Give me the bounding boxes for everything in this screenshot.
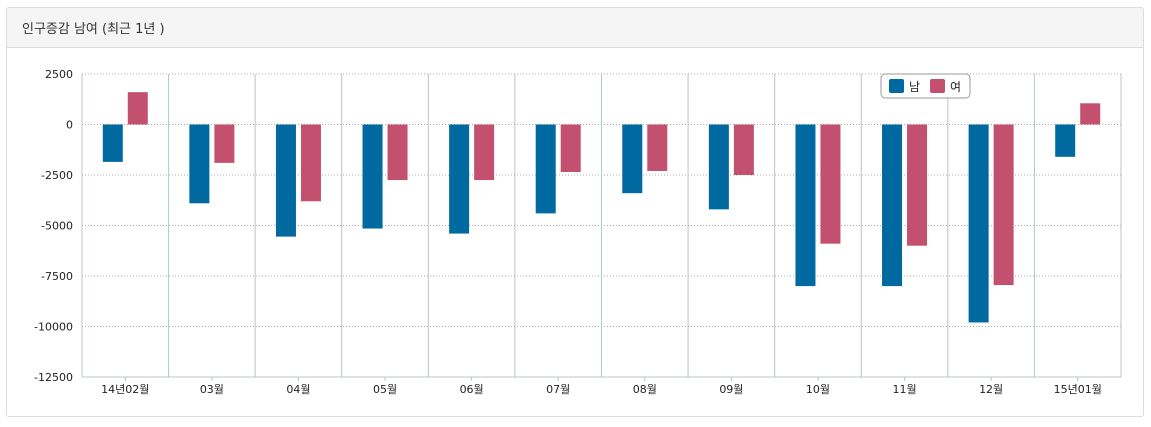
bar-female[interactable]: [733, 124, 754, 176]
y-tick-label: 2500: [45, 68, 73, 81]
bar-male[interactable]: [968, 124, 989, 323]
bar-female[interactable]: [127, 92, 148, 125]
x-tick-label: 04월: [286, 383, 310, 396]
bar-male[interactable]: [795, 124, 816, 287]
x-tick-label: 12월: [979, 383, 1003, 396]
bar-male[interactable]: [362, 124, 383, 229]
bar-female[interactable]: [647, 124, 668, 171]
y-tick-label: -5000: [41, 220, 73, 233]
legend-label: 여: [950, 80, 961, 94]
y-tick-label: -10000: [34, 321, 73, 334]
bar-male[interactable]: [1055, 124, 1076, 157]
bar-female[interactable]: [820, 124, 841, 244]
panel-heading: 인구증감 남여 (최근 1년 ): [7, 8, 1143, 48]
bar-female[interactable]: [300, 124, 321, 202]
x-tick-label: 07월: [546, 383, 570, 396]
panel-title: 인구증감 남여 (최근 1년 ): [22, 22, 165, 37]
y-tick-label: -7500: [41, 270, 73, 283]
x-tick-label: 03월: [200, 383, 224, 396]
legend-swatch: [930, 79, 945, 93]
bar-male[interactable]: [189, 124, 210, 204]
x-tick-label: 06월: [460, 383, 484, 396]
x-tick-label: 11월: [892, 383, 916, 396]
bar-female[interactable]: [474, 124, 495, 181]
y-tick-label: -12500: [34, 371, 73, 384]
bar-male[interactable]: [622, 124, 643, 194]
x-tick-label: 09월: [719, 383, 743, 396]
bar-female[interactable]: [214, 124, 235, 163]
legend-swatch: [889, 79, 904, 93]
x-tick-label: 10월: [806, 383, 830, 396]
bar-female[interactable]: [560, 124, 581, 172]
bar-male[interactable]: [102, 124, 123, 162]
bar-male[interactable]: [535, 124, 556, 214]
legend-label: 남: [909, 80, 920, 94]
bar-female[interactable]: [1080, 103, 1101, 125]
bar-female[interactable]: [907, 124, 928, 246]
y-tick-label: 0: [66, 119, 73, 132]
bar-male[interactable]: [449, 124, 470, 234]
bar-female[interactable]: [387, 124, 408, 181]
chart-panel: 인구증감 남여 (최근 1년 ) 2500 0 -2500 -5000 -7500 -10…: [6, 7, 1144, 417]
x-tick-label: 05월: [373, 383, 397, 396]
x-tick-label: 14년02월: [101, 383, 149, 396]
bar-male[interactable]: [275, 124, 296, 237]
bar-male[interactable]: [882, 124, 903, 287]
x-tick-label: 08월: [633, 383, 657, 396]
bar-male[interactable]: [708, 124, 729, 210]
x-tick-label: 15년01월: [1054, 383, 1102, 396]
bar-female[interactable]: [993, 124, 1014, 286]
bar-chart: 2500 0 -2500 -5000 -7500 -10000 -12500 14년02월 03…: [34, 68, 1122, 396]
y-tick-label: -2500: [41, 169, 73, 182]
chart-area: 2500 0 -2500 -5000 -7500 -10000 -12500 14년02월 03…: [7, 48, 1143, 416]
